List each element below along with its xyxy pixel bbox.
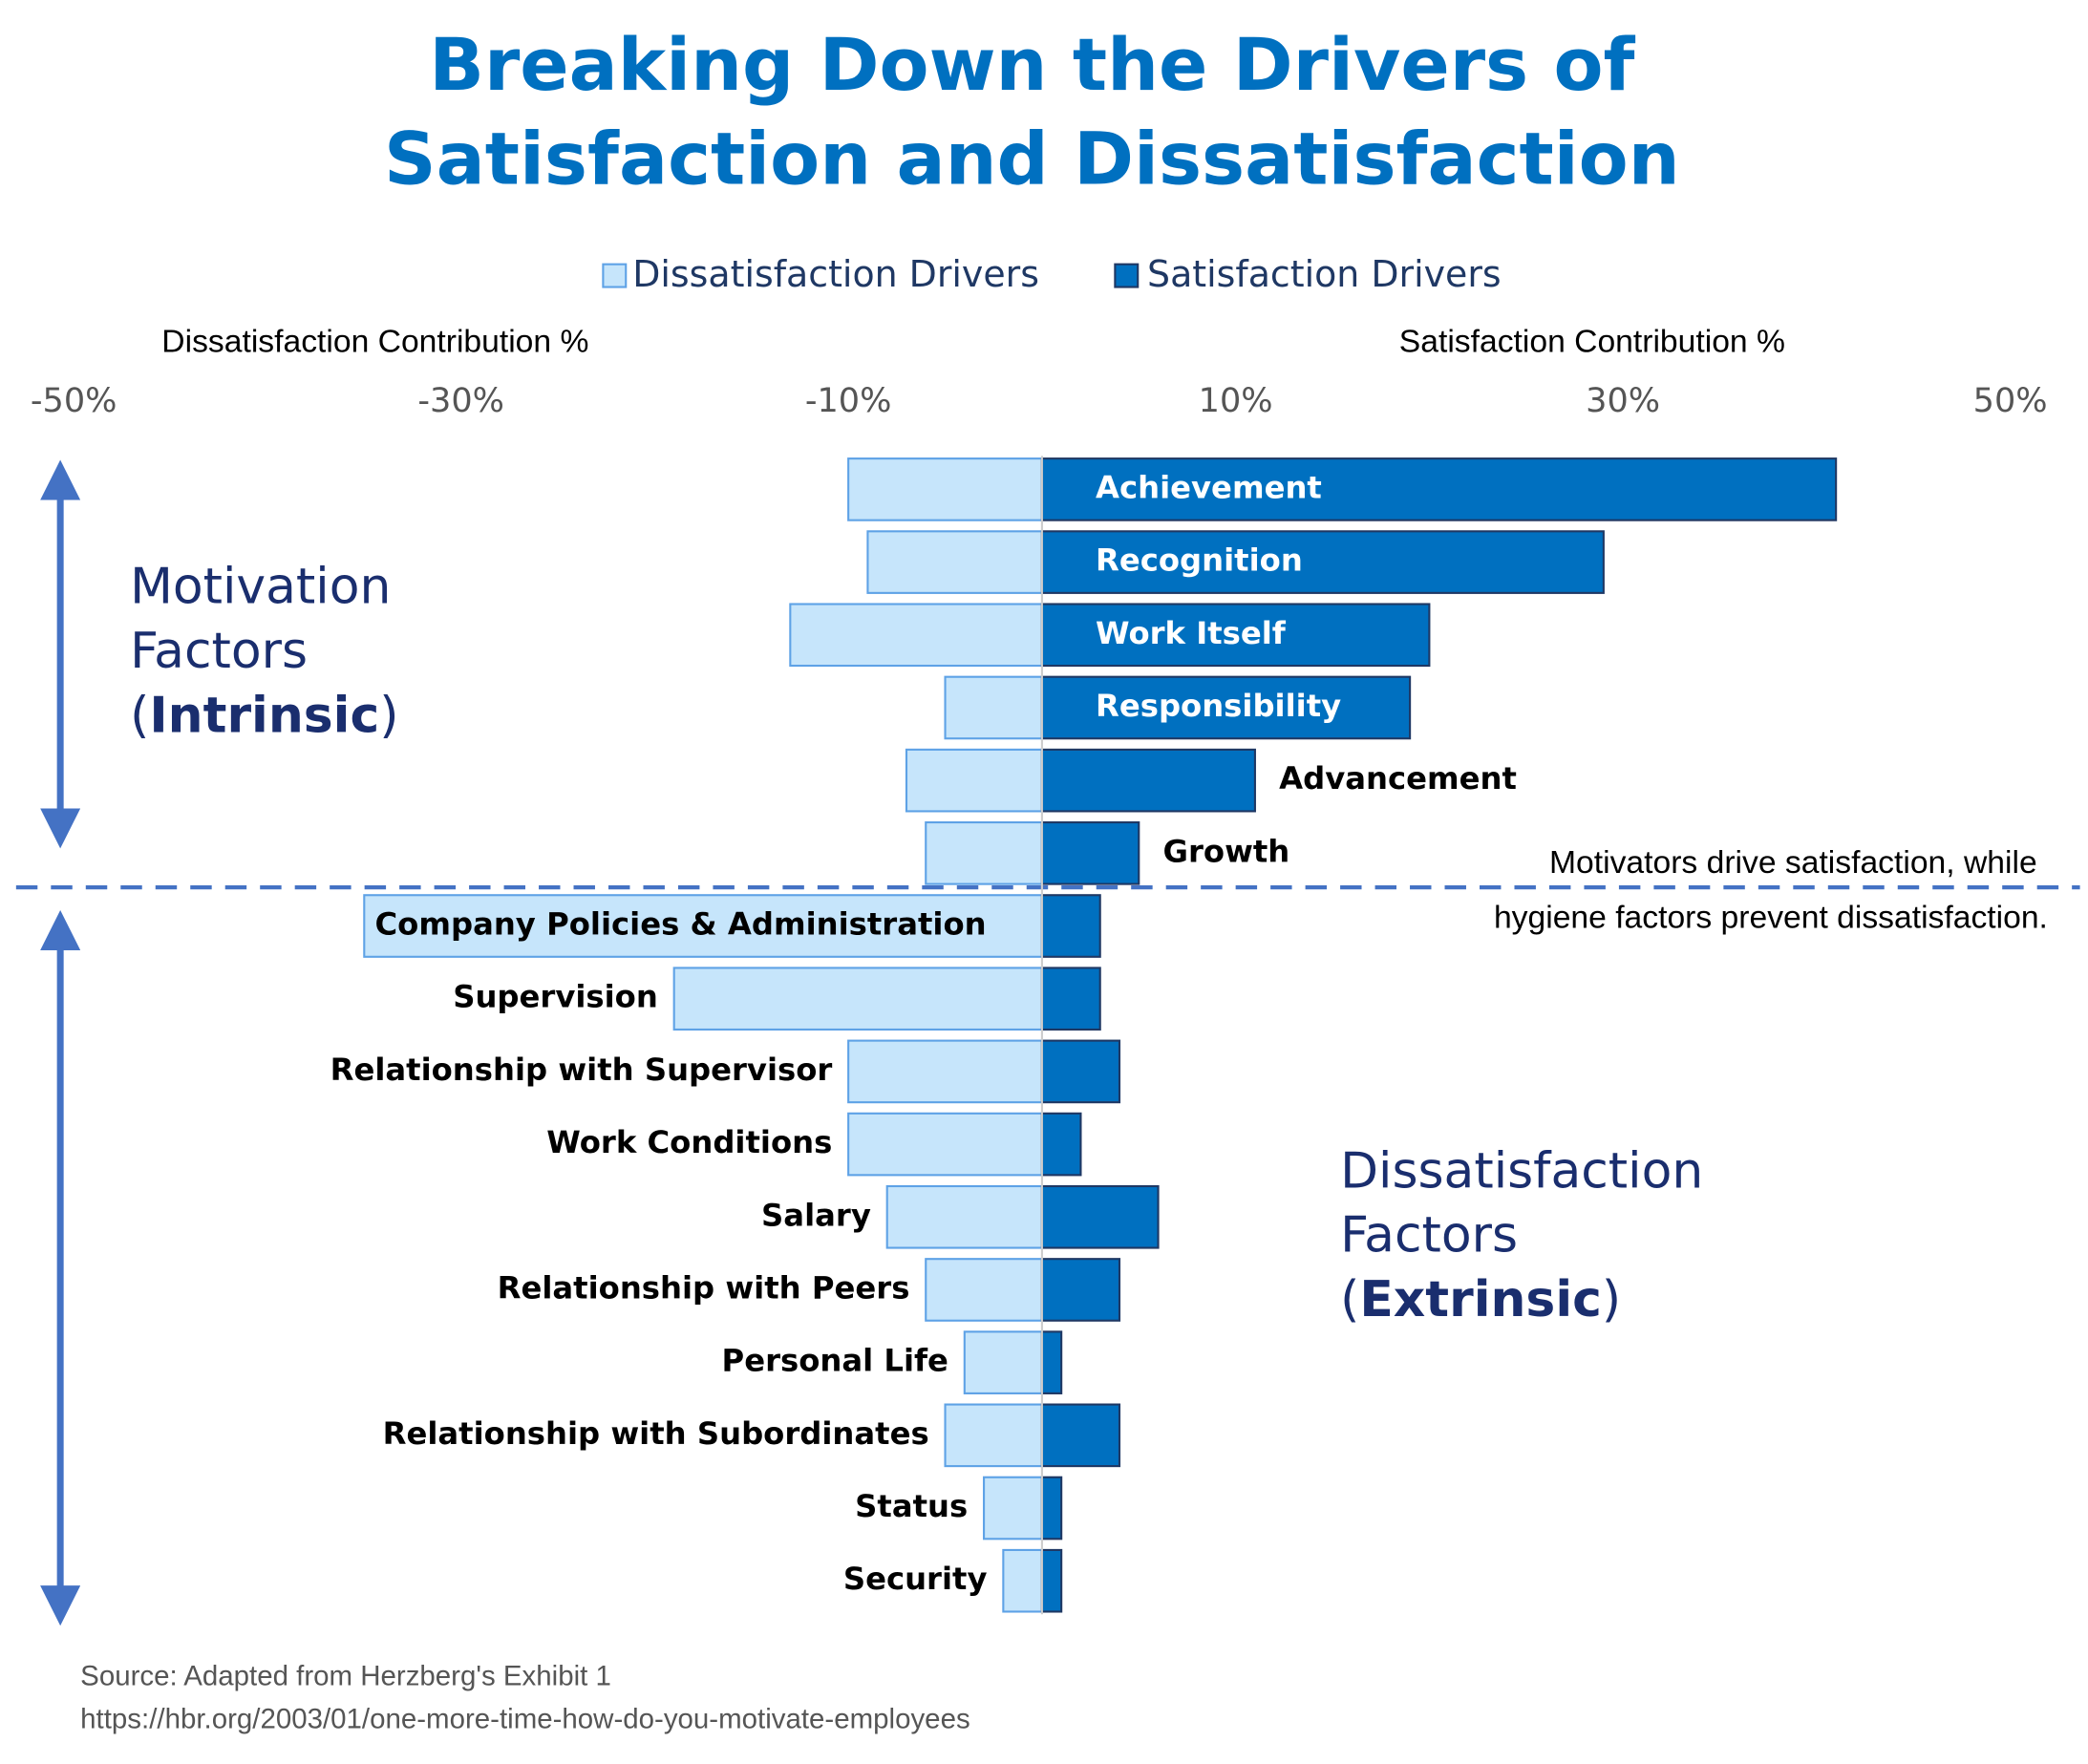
- qualifier-part: Extrinsic: [1359, 1271, 1602, 1328]
- bar: [1040, 748, 1256, 813]
- bar: [925, 821, 1043, 885]
- bar: [983, 1476, 1043, 1541]
- legend-label: Dissatisfaction Drivers: [632, 253, 1039, 295]
- category-label: Company Policies & Administration: [375, 906, 987, 943]
- bar: [1040, 1330, 1063, 1394]
- bar: [1040, 675, 1412, 740]
- bar: [1040, 1184, 1160, 1249]
- qualifier-part: Intrinsic: [149, 687, 379, 744]
- legend-swatch: [602, 263, 628, 288]
- x-tick-label: -10%: [805, 381, 892, 420]
- bar: [944, 1403, 1043, 1468]
- bar: [963, 1330, 1043, 1394]
- bar: [363, 894, 1043, 958]
- category-label: Status: [855, 1488, 968, 1524]
- x-tick-label: 30%: [1586, 381, 1660, 420]
- bar: [905, 748, 1043, 813]
- x-tick-label: 10%: [1199, 381, 1273, 420]
- qualifier-part: ): [379, 687, 398, 744]
- category-label: Relationship with Supervisor: [330, 1052, 833, 1088]
- bar: [789, 603, 1043, 668]
- qualifier-part: (: [130, 687, 149, 744]
- category-label: Work Itself: [1096, 615, 1287, 651]
- category-label: Relationship with Subordinates: [383, 1415, 929, 1452]
- bar: [1040, 1112, 1082, 1177]
- annotation: hygiene factors prevent dissatisfaction.: [1494, 901, 2048, 936]
- bar: [1002, 1548, 1043, 1613]
- category-label: Supervision: [453, 979, 658, 1015]
- bar: [672, 967, 1043, 1031]
- group-label: Factors: [1340, 1207, 1518, 1265]
- annotation: Motivators drive satisfaction, while: [1549, 845, 2037, 881]
- bar: [1040, 1403, 1121, 1468]
- bar: [1040, 1476, 1063, 1541]
- chart-title: Satisfaction and Dissatisfaction: [384, 117, 1680, 201]
- bar: [1040, 603, 1431, 668]
- category-label: Achievement: [1096, 469, 1322, 505]
- bar: [1040, 821, 1140, 885]
- axis-title: Dissatisfaction Contribution %: [161, 324, 588, 359]
- bar: [866, 530, 1043, 594]
- bar: [1040, 457, 1838, 521]
- group-label: Factors: [130, 623, 308, 680]
- group-label: Dissatisfaction: [1340, 1142, 1703, 1200]
- group-label: Motivation: [130, 559, 391, 616]
- legend-swatch: [1114, 263, 1140, 288]
- x-tick-label: -50%: [31, 381, 117, 420]
- x-tick-label: -30%: [417, 381, 504, 420]
- bar: [1040, 894, 1101, 958]
- bar: [1040, 1548, 1063, 1613]
- category-label: Advancement: [1279, 760, 1517, 797]
- bar: [944, 675, 1043, 740]
- category-label: Security: [843, 1561, 988, 1597]
- category-label: Work Conditions: [546, 1124, 832, 1160]
- axis-title: Satisfaction Contribution %: [1399, 324, 1785, 359]
- bar: [847, 1039, 1043, 1104]
- group-qualifier: (Extrinsic): [1340, 1271, 1621, 1328]
- group-qualifier: (Intrinsic): [130, 687, 398, 744]
- category-label: Relationship with Peers: [498, 1269, 910, 1306]
- source: https://hbr.org/2003/01/one-more-time-ho…: [80, 1704, 970, 1735]
- bar: [1040, 1039, 1121, 1104]
- category-label: Personal Life: [722, 1343, 948, 1379]
- category-label: Responsibility: [1096, 688, 1341, 724]
- bar: [847, 1112, 1043, 1177]
- category-label: Recognition: [1096, 542, 1303, 579]
- category-label: Salary: [761, 1197, 871, 1233]
- qualifier-part: (: [1340, 1271, 1359, 1328]
- source: Source: Adapted from Herzberg's Exhibit …: [80, 1661, 611, 1692]
- x-tick-label: 50%: [1973, 381, 2048, 420]
- legend-label: Satisfaction Drivers: [1147, 253, 1502, 295]
- qualifier-part: ): [1602, 1271, 1621, 1328]
- bar: [885, 1184, 1043, 1249]
- bar: [925, 1258, 1043, 1322]
- bar: [847, 457, 1043, 521]
- category-label: Growth: [1163, 833, 1290, 869]
- chart-title: Breaking Down the Drivers of: [429, 23, 1635, 107]
- bar: [1040, 967, 1101, 1031]
- bar: [1040, 1258, 1121, 1322]
